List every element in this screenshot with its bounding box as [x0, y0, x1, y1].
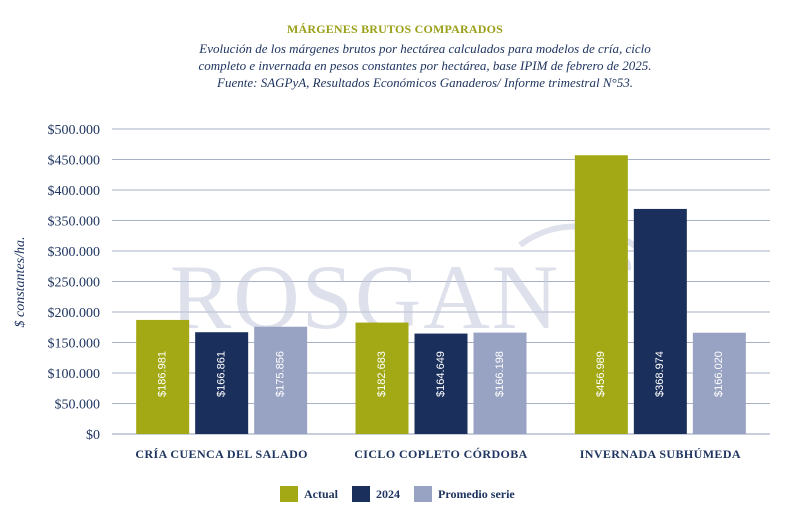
- subtitle-line-2: completo e invernada en pesos constantes…: [198, 58, 652, 73]
- y-tick-label: $50.000: [55, 398, 101, 413]
- bar-value-label: $166.020: [713, 351, 725, 397]
- bar-value-label: $456.989: [595, 351, 607, 397]
- bar: [692, 332, 746, 434]
- bar: [414, 333, 468, 434]
- bar: [195, 332, 249, 434]
- x-category-label: CICLO COPLETO CÓRDOBA: [354, 447, 528, 461]
- legend-item-2024: 2024: [352, 486, 400, 502]
- legend-swatch-2024: [352, 486, 370, 502]
- chart-subtitle: Evolución de los márgenes brutos por hec…: [95, 40, 755, 91]
- y-axis-ticks: $0 $50.000 $100.000 $150.000 $200.000 $250.00…: [48, 123, 101, 443]
- legend-label-actual: Actual: [304, 486, 338, 501]
- subtitle-line-3: Fuente: SAGPyA, Resultados Económicos Ga…: [217, 75, 633, 90]
- bar: [574, 155, 628, 435]
- y-tick-label: $200.000: [48, 306, 101, 321]
- bar: [633, 208, 687, 434]
- legend-item-actual: Actual: [280, 486, 338, 502]
- bar-value-label: $164.649: [435, 351, 447, 397]
- y-tick-label: $250.000: [48, 276, 101, 291]
- bars: $186.981 $166.861 $175.856 $182.683 $164.649…: [136, 155, 746, 435]
- bar: [355, 322, 409, 434]
- bar-value-label: $186.981: [157, 351, 169, 397]
- y-tick-label: $150.000: [48, 337, 101, 352]
- legend-swatch-actual: [280, 486, 298, 502]
- legend-label-promedio: Promedio serie: [438, 486, 515, 501]
- y-tick-label: $100.000: [48, 367, 101, 382]
- y-tick-label: $0: [86, 428, 100, 443]
- chart-title: MÁRGENES BRUTOS COMPARADOS: [286, 22, 504, 36]
- y-axis-label: $ constantes/ha.: [13, 237, 28, 328]
- bar-value-label: $368.974: [654, 351, 666, 397]
- bar-chart: $0 $50.000 $100.000 $150.000 $200.000 $250.00…: [13, 123, 770, 461]
- x-category-label: INVERNADA SUBHÚMEDA: [580, 447, 741, 461]
- y-tick-label: $350.000: [48, 215, 101, 230]
- x-category-label: CRÍA CUENCA DEL SALADO: [135, 447, 308, 461]
- y-tick-label: $500.000: [48, 123, 101, 138]
- bar: [136, 319, 190, 434]
- legend: Actual 2024 Promedio serie: [280, 486, 515, 502]
- legend-swatch-promedio: [414, 486, 432, 502]
- bar-value-label: $166.198: [494, 351, 506, 397]
- subtitle-line-1: Evolución de los márgenes brutos por hec…: [199, 41, 651, 56]
- bar: [254, 326, 308, 434]
- y-tick-label: $300.000: [48, 245, 101, 260]
- bar-value-label: $166.861: [216, 351, 228, 397]
- legend-label-2024: 2024: [376, 486, 400, 501]
- y-tick-label: $450.000: [48, 154, 101, 169]
- y-tick-label: $400.000: [48, 184, 101, 199]
- legend-item-promedio: Promedio serie: [414, 486, 515, 502]
- bar-value-label: $182.683: [376, 351, 388, 397]
- bar: [473, 332, 527, 434]
- bar-value-label: $175.856: [275, 351, 287, 397]
- x-axis-labels: CRÍA CUENCA DEL SALADO CICLO COPLETO CÓRD…: [135, 447, 741, 461]
